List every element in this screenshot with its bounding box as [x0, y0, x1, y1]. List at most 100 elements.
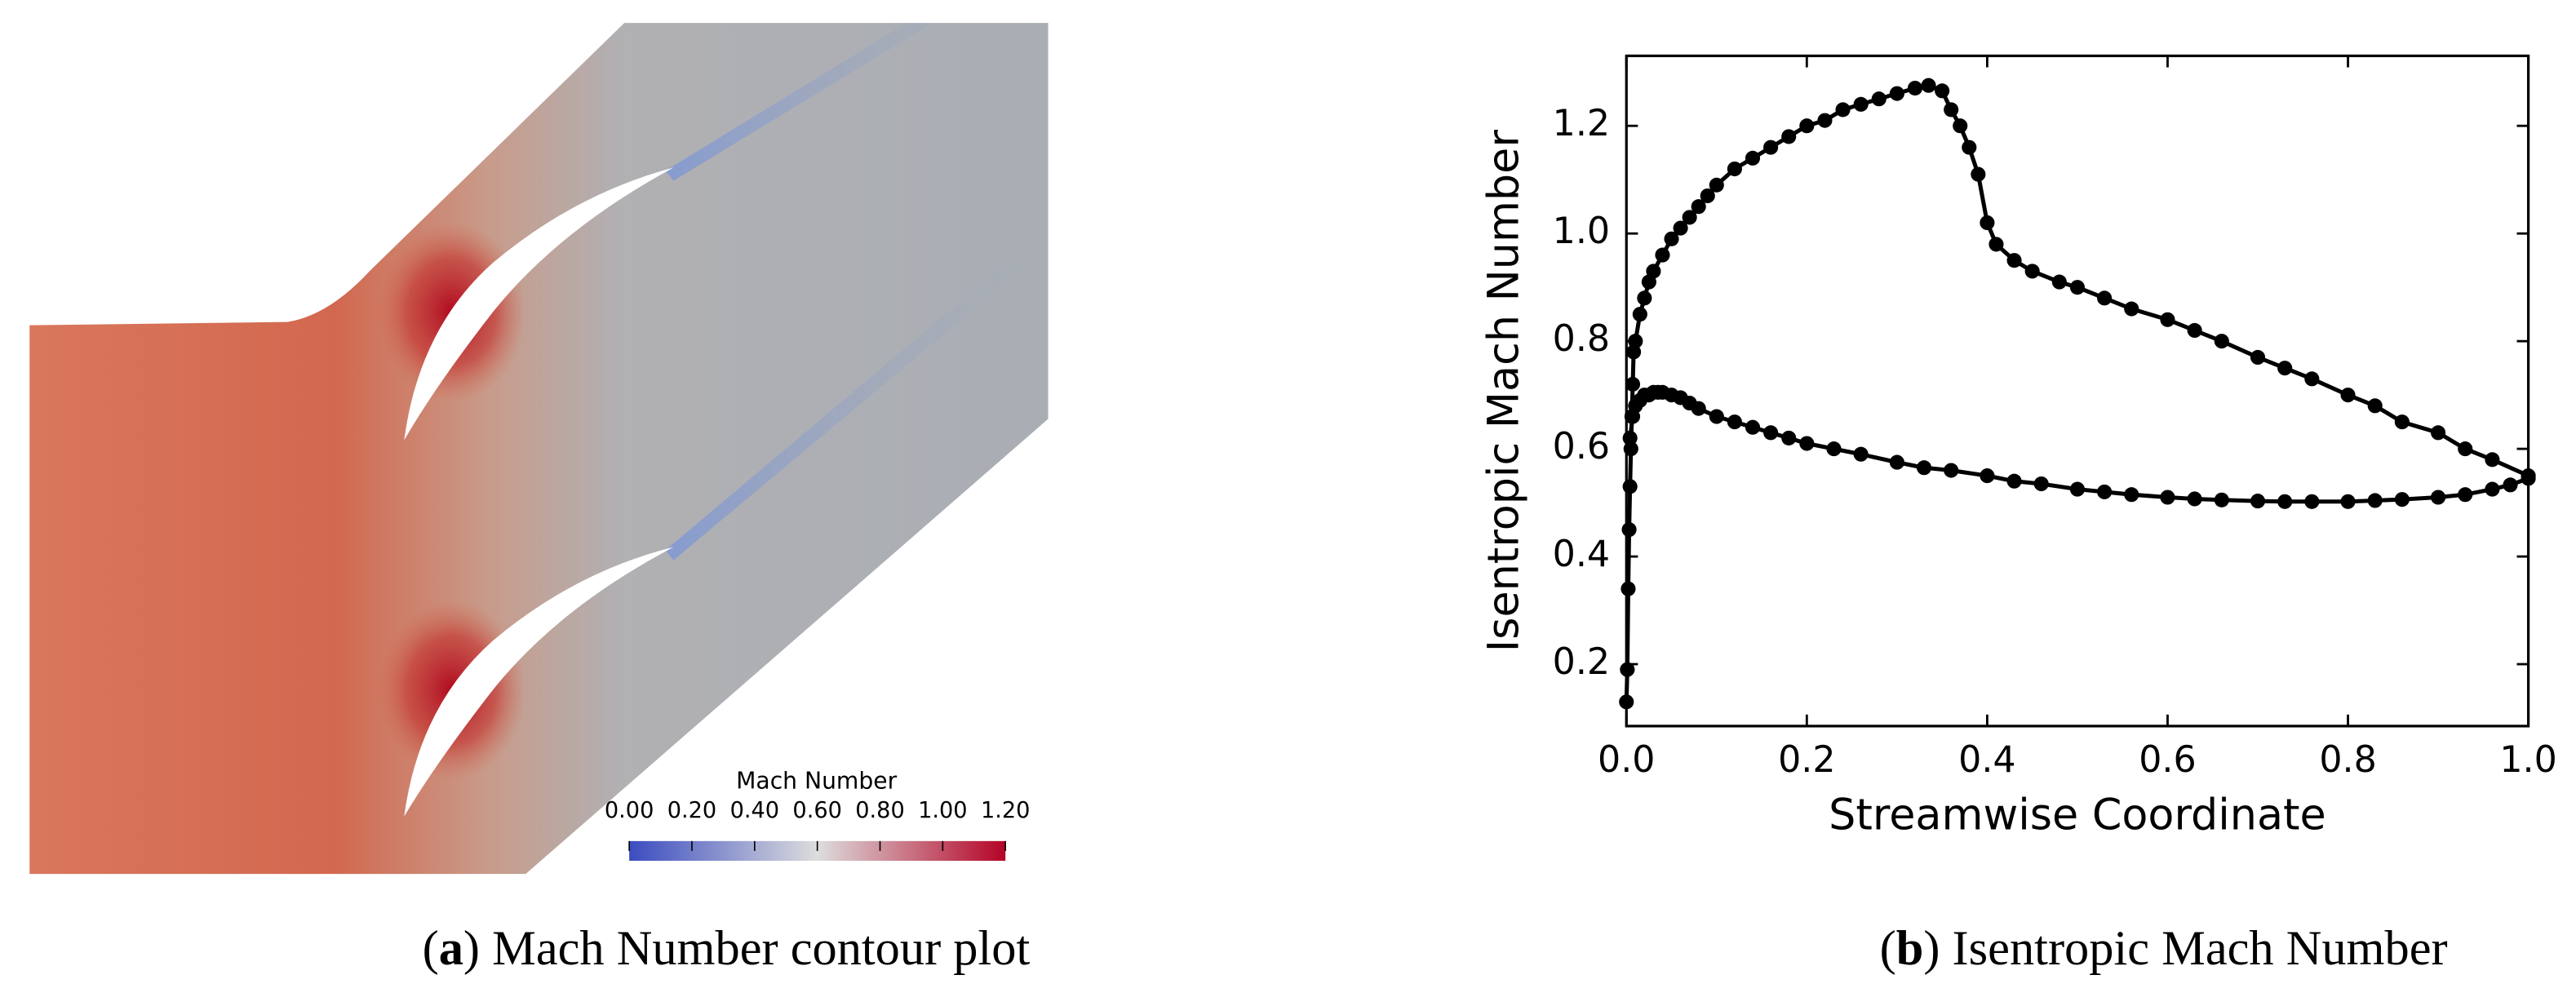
- x-tick-label: 0.8: [2319, 739, 2376, 781]
- colorbar-tick-label: 0.80: [855, 798, 905, 823]
- data-point: [1709, 177, 1724, 193]
- data-point: [1853, 446, 1869, 462]
- data-point: [2124, 487, 2139, 503]
- y-tick-label: 0.8: [1553, 318, 1610, 360]
- data-point: [2069, 280, 2085, 295]
- data-point: [1953, 118, 1968, 134]
- data-point: [1623, 441, 1638, 457]
- data-point: [1889, 86, 1904, 101]
- data-point: [2006, 253, 2022, 268]
- x-tick-label: 1.0: [2499, 739, 2556, 781]
- data-point: [1935, 83, 1950, 99]
- data-point: [2277, 494, 2293, 509]
- data-point: [2097, 290, 2113, 306]
- caption-text: ) Isentropic Mach Number: [1923, 921, 2447, 976]
- data-point: [1727, 414, 1742, 430]
- data-point: [2187, 322, 2202, 339]
- data-point: [1646, 264, 1661, 279]
- data-point: [1971, 166, 1986, 182]
- blade: [404, 547, 674, 817]
- data-point: [1619, 694, 1634, 710]
- data-point: [2394, 414, 2410, 430]
- data-point: [2160, 490, 2175, 505]
- data-point: [2503, 477, 2518, 493]
- data-point: [1625, 376, 1641, 392]
- data-point: [2214, 492, 2229, 507]
- data-point: [2187, 491, 2202, 507]
- y-tick-label: 0.6: [1553, 426, 1610, 468]
- caption-open: (: [1880, 921, 1896, 976]
- data-point: [1727, 161, 1742, 177]
- data-point: [2340, 494, 2356, 509]
- data-point: [1622, 430, 1638, 445]
- data-point: [2250, 494, 2266, 509]
- wake: [665, 197, 1049, 561]
- data-point: [1673, 220, 1688, 236]
- data-point: [2250, 349, 2266, 366]
- data-point: [2458, 487, 2473, 503]
- contour-plot: Mach Number: [29, 23, 1049, 875]
- y-axis-label: Isentropic Mach Number: [1479, 130, 1528, 653]
- data-point: [1781, 430, 1797, 445]
- y-tick-label: 1.2: [1553, 103, 1610, 144]
- data-point: [1980, 215, 1995, 231]
- data-point: [1781, 129, 1797, 144]
- data-point: [1655, 247, 1670, 263]
- data-point: [2367, 398, 2383, 414]
- data-point: [1921, 78, 1936, 93]
- data-point: [1709, 409, 1724, 424]
- data-point: [1632, 307, 1647, 322]
- data-point: [1745, 150, 1761, 166]
- data-point: [1628, 334, 1643, 349]
- data-point: [2024, 264, 2040, 279]
- data-point: [2124, 301, 2139, 317]
- data-point: [1799, 436, 1815, 451]
- data-point: [2431, 425, 2446, 441]
- data-point: [1799, 118, 1815, 134]
- data-point: [1620, 662, 1635, 677]
- data-point: [1763, 140, 1779, 155]
- colorbar-tick-label: 0.00: [605, 798, 654, 823]
- data-point: [1962, 140, 1977, 155]
- data-point: [1622, 479, 1638, 494]
- data-point: [1907, 80, 1923, 96]
- data-point: [2304, 494, 2320, 509]
- line-chart: 0.0 0.2 0.4 0.6 0.8 1.0 0.2 0.4 0.6 0.8 1.0 1.2 Stre…: [1479, 54, 2557, 840]
- caption-label: b: [1896, 921, 1924, 976]
- data-point: [1889, 454, 1904, 470]
- colorbar-tick-label: 1.00: [918, 798, 968, 823]
- data-point: [2485, 481, 2500, 497]
- data-point: [1700, 188, 1715, 204]
- data-point: [2521, 471, 2536, 486]
- data-point: [1745, 419, 1761, 435]
- data-point: [1989, 237, 2004, 252]
- data-point: [1871, 91, 1887, 107]
- x-tick-label: 0.4: [1958, 739, 2015, 781]
- data-point: [2394, 492, 2410, 507]
- y-tick-label: 0.2: [1553, 641, 1610, 683]
- wake: [665, 23, 1049, 181]
- data-point: [1682, 210, 1697, 225]
- x-axis-label: Streamwise Coordinate: [1829, 791, 2326, 840]
- data-point: [2485, 452, 2500, 468]
- data-point: [2340, 388, 2356, 403]
- data-point: [2006, 473, 2022, 489]
- data-point: [1691, 401, 1706, 416]
- data-point: [1853, 96, 1869, 112]
- data-point: [2431, 490, 2446, 505]
- y-tick-label: 1.0: [1553, 211, 1610, 252]
- data-point: [2033, 476, 2049, 492]
- y-tick-label: 0.4: [1553, 534, 1610, 575]
- data-point: [2097, 484, 2113, 499]
- data-point: [2051, 274, 2067, 290]
- x-tick-label: 0.6: [2139, 739, 2196, 781]
- x-tick-label: 0.2: [1778, 739, 1835, 781]
- data-point: [1621, 522, 1637, 538]
- colorbar-tick-label: 1.20: [981, 798, 1031, 823]
- data-point: [1691, 199, 1706, 215]
- caption: (a) Mach Number contour plot: [423, 921, 1031, 976]
- data-point: [2277, 361, 2293, 376]
- data-point: [1944, 463, 1959, 478]
- data-point: [2214, 334, 2229, 349]
- x-tick-label: 0.0: [1598, 739, 1655, 781]
